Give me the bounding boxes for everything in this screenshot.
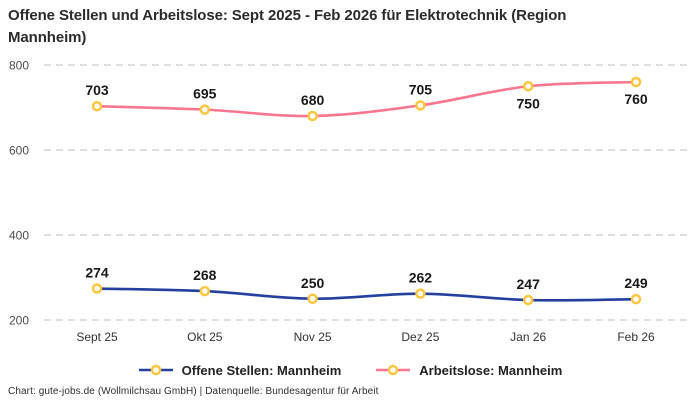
legend-label-offene-stellen: Offene Stellen: Mannheim: [181, 362, 342, 378]
data-point-marker[interactable]: [307, 110, 318, 122]
data-point-label: 247: [517, 276, 541, 292]
data-point-marker[interactable]: [307, 293, 318, 304]
x-axis-tick-label: Jan 26: [510, 330, 546, 344]
y-axis-tick-label: 200: [9, 314, 29, 328]
data-point-marker[interactable]: [415, 288, 426, 299]
chart-title: Offene Stellen und Arbeitslose: Sept 202…: [8, 7, 567, 46]
data-point-label: 750: [517, 95, 541, 111]
x-axis-tick-label: Sept 25: [76, 330, 118, 344]
data-point-label: 249: [624, 275, 648, 291]
data-point-label: 695: [193, 86, 217, 102]
legend: Offene Stellen: Mannheim Arbeitslose: Ma…: [0, 359, 700, 381]
data-point-label: 760: [624, 91, 648, 107]
x-axis-tick-label: Dez 25: [401, 330, 439, 344]
data-point-marker[interactable]: [199, 285, 211, 297]
data-point-label: 703: [85, 82, 109, 98]
data-point-marker[interactable]: [91, 100, 103, 112]
data-point-label: 680: [301, 92, 325, 108]
legend-swatch-line-icon: [138, 364, 173, 376]
attribution-text: Chart: gute-jobs.de (Wollmilchsau GmbH) …: [8, 386, 379, 397]
data-point-label: 250: [301, 275, 325, 291]
x-axis-tick-label: Feb 26: [617, 330, 655, 344]
y-axis-tick-label: 800: [9, 59, 29, 73]
data-point-label: 262: [409, 270, 433, 286]
x-axis-tick-label: Okt 25: [187, 330, 223, 344]
legend-item-offene-stellen[interactable]: Offene Stellen: Mannheim: [138, 362, 342, 378]
legend-item-arbeitslose[interactable]: Arbeitslose: Mannheim: [375, 363, 562, 378]
data-point-marker[interactable]: [630, 293, 642, 305]
data-point-marker[interactable]: [522, 81, 534, 92]
legend-swatch-line-icon: [376, 364, 411, 376]
data-point-marker[interactable]: [415, 100, 426, 111]
data-point-marker[interactable]: [522, 294, 534, 306]
line-chart: 200 400 600 800 Sept 25 Okt 25 Nov 25 Dez 25 Jan…: [9, 59, 692, 344]
y-axis-tick-label: 400: [9, 229, 29, 243]
data-point-label: 268: [193, 267, 217, 283]
y-axis-tick-label: 600: [9, 144, 29, 158]
data-point-marker[interactable]: [199, 104, 211, 115]
data-point-marker[interactable]: [630, 76, 642, 88]
series-line: [95, 287, 638, 302]
legend-label-arbeitslose: Arbeitslose: Mannheim: [419, 362, 563, 378]
series-line: [95, 80, 638, 118]
data-point-label: 274: [85, 265, 109, 281]
data-point-marker[interactable]: [91, 283, 103, 294]
x-axis-tick-label: Nov 25: [294, 330, 332, 344]
data-point-label: 705: [409, 81, 433, 97]
